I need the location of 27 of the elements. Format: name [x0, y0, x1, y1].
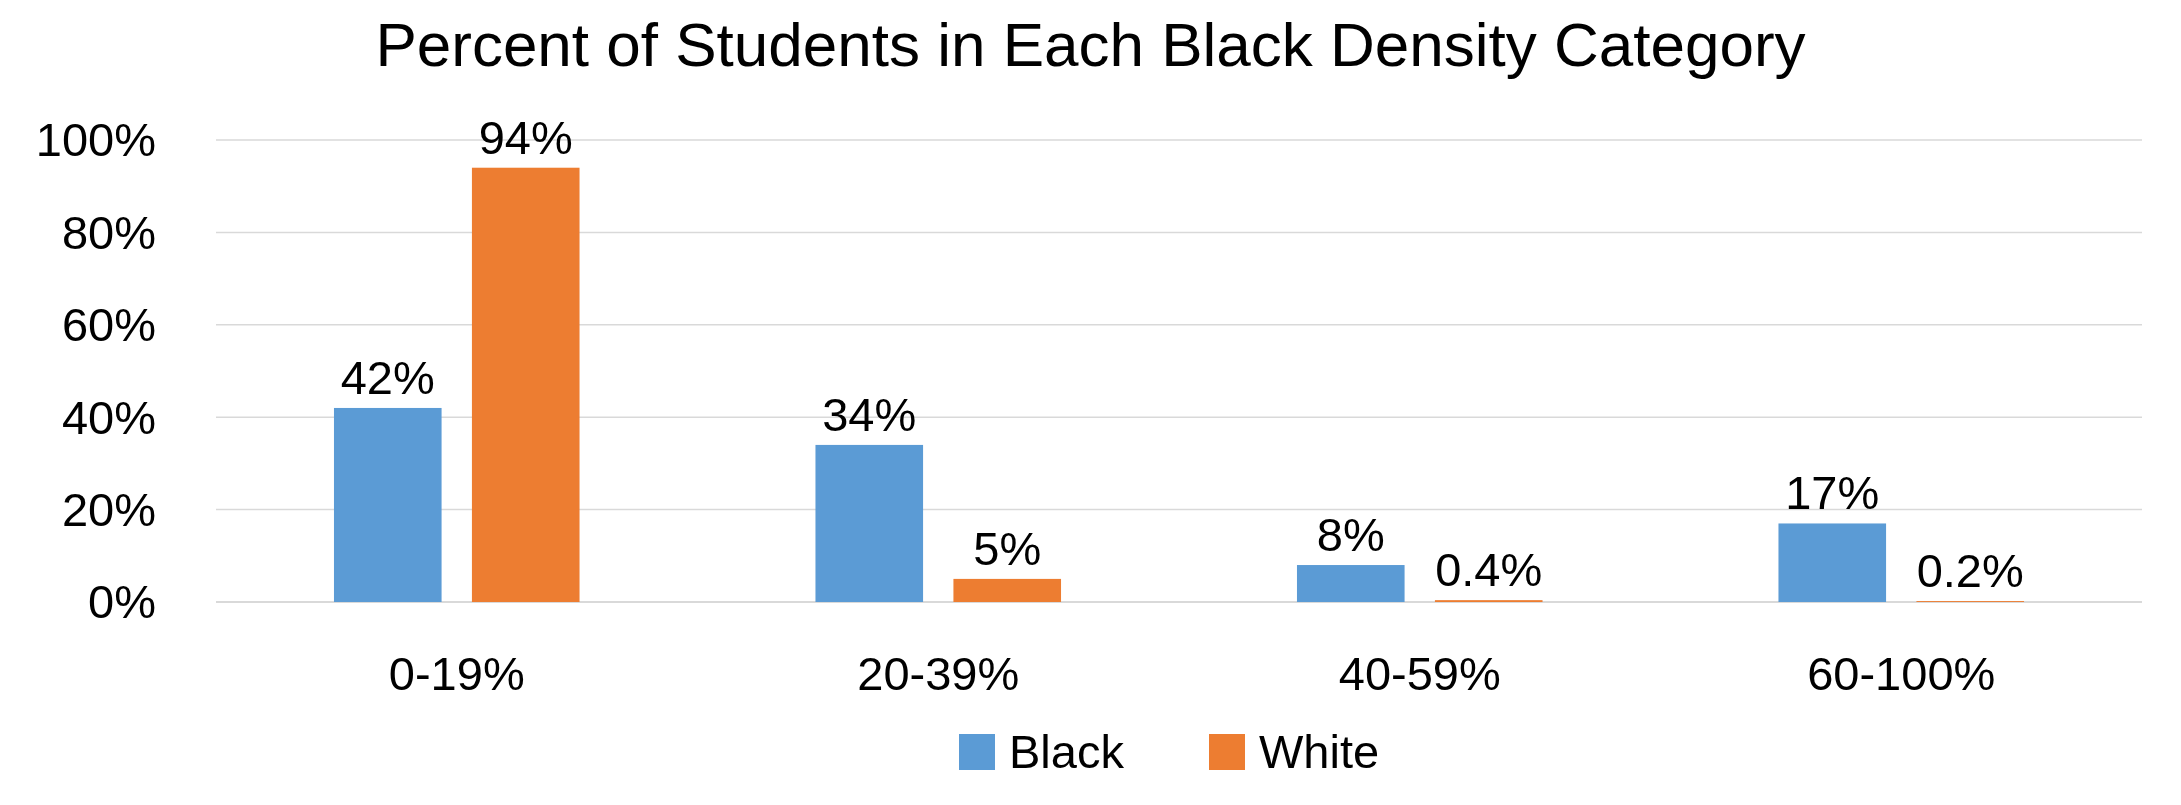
y-tick-label: 40%	[61, 390, 156, 444]
legend-label: Black	[1009, 725, 1125, 778]
data-label: 0.2%	[1916, 544, 2024, 598]
x-tick-label: 20-39%	[857, 647, 1020, 700]
data-label: 34%	[822, 387, 917, 441]
bar	[471, 167, 580, 602]
bar	[1296, 565, 1405, 602]
chart-title: Percent of Students in Each Black Density Category	[375, 10, 1806, 79]
x-tick-label: 40-59%	[1338, 647, 1501, 700]
data-label: 8%	[1316, 508, 1385, 562]
y-tick-label: 80%	[61, 205, 156, 259]
x-tick-label: 60-100%	[1807, 647, 1996, 700]
y-tick-label: 20%	[61, 483, 156, 537]
data-label: 5%	[973, 521, 1042, 575]
bar	[333, 407, 442, 602]
data-label: 42%	[340, 350, 435, 404]
data-label: 0.4%	[1435, 543, 1543, 597]
y-tick-label: 100%	[35, 113, 156, 167]
bar	[1778, 523, 1887, 602]
bar	[815, 444, 924, 602]
x-tick-label: 0-19%	[388, 647, 525, 700]
legend-label: White	[1259, 725, 1380, 778]
data-label: 94%	[478, 110, 573, 164]
data-label: 17%	[1785, 466, 1880, 520]
y-tick-label: 60%	[61, 298, 156, 352]
y-tick-label: 0%	[88, 575, 156, 629]
bar	[953, 578, 1062, 602]
